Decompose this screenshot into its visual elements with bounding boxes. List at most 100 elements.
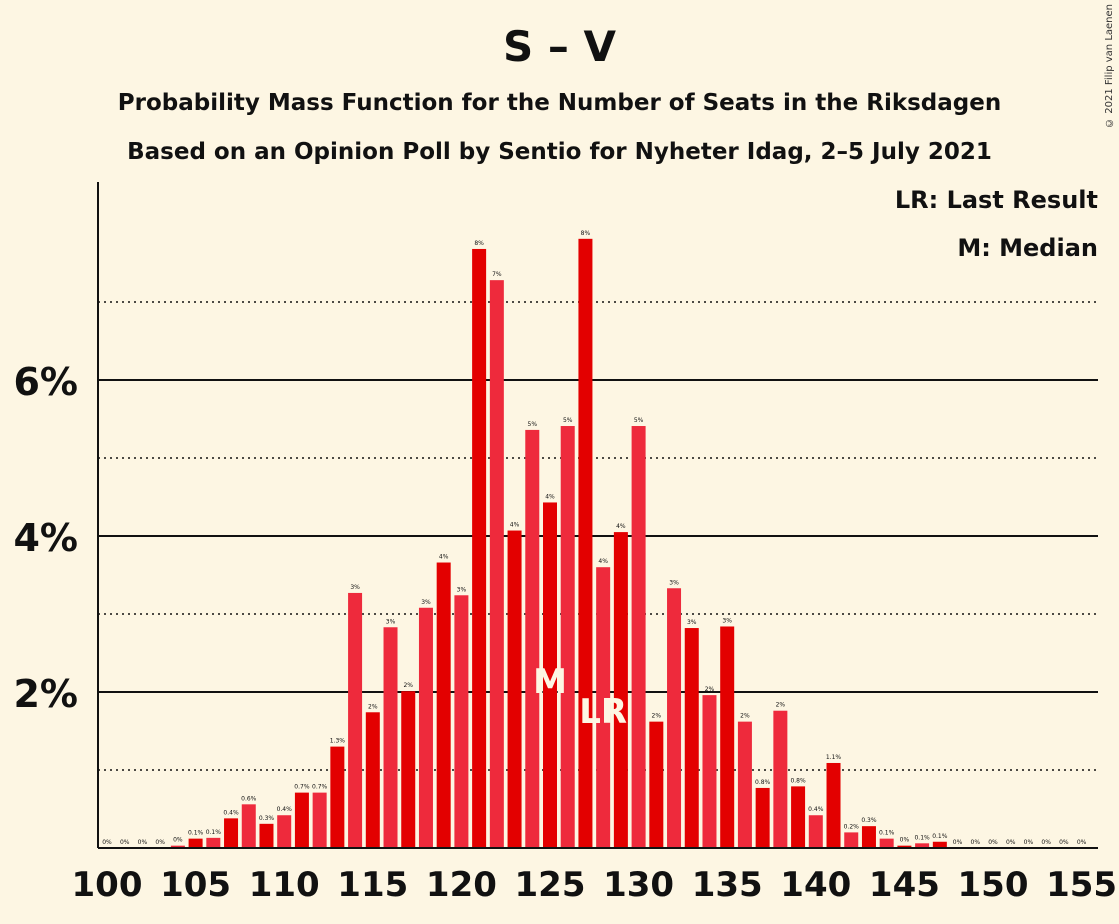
- data-label: 0.3%: [259, 815, 275, 822]
- bar: [897, 845, 912, 848]
- data-label: 7%: [492, 271, 502, 278]
- data-label: 0.1%: [932, 833, 948, 840]
- bar: [330, 746, 345, 848]
- bar: [826, 762, 841, 848]
- data-label: 0%: [138, 839, 148, 846]
- median-marker: M: [533, 662, 567, 702]
- bar: [188, 838, 203, 848]
- bar: [365, 712, 380, 848]
- bar: [596, 567, 611, 848]
- data-label: 3%: [669, 579, 679, 586]
- data-label: 2%: [403, 682, 413, 689]
- bar: [401, 691, 416, 848]
- data-label: 2%: [776, 702, 786, 709]
- y-tick-label: 2%: [13, 672, 78, 716]
- data-label: 4%: [510, 522, 520, 529]
- data-label: 4%: [598, 558, 608, 565]
- data-label: 3%: [457, 586, 467, 593]
- data-label: 0%: [1077, 839, 1087, 846]
- chart-title: S – V: [503, 22, 616, 71]
- data-label: 0.1%: [914, 834, 930, 841]
- bar: [472, 248, 487, 848]
- data-label: 0%: [988, 839, 998, 846]
- y-tick-label: 4%: [13, 516, 78, 560]
- bar: [170, 845, 185, 848]
- data-label: 0%: [1059, 839, 1069, 846]
- bar: [755, 787, 770, 848]
- bar: [507, 530, 522, 848]
- data-label: 0%: [953, 839, 963, 846]
- data-label: 3%: [350, 584, 360, 591]
- x-tick-label: 135: [692, 865, 763, 905]
- x-tick-label: 150: [958, 865, 1029, 905]
- chart-subtitle-2: Based on an Opinion Poll by Sentio for N…: [127, 139, 992, 165]
- bar: [259, 823, 274, 848]
- data-label: 2%: [368, 703, 378, 710]
- bar: [649, 721, 664, 848]
- x-tick-label: 110: [249, 865, 320, 905]
- data-label: 5%: [634, 417, 644, 424]
- bar: [702, 695, 717, 848]
- chart-subtitle-1: Probability Mass Function for the Number…: [117, 90, 1002, 116]
- data-label: 8%: [474, 240, 484, 247]
- x-tick-label: 125: [515, 865, 586, 905]
- bar: [578, 238, 593, 848]
- bar: [312, 792, 327, 848]
- data-label: 4%: [616, 523, 626, 530]
- data-label: 3%: [687, 619, 697, 626]
- x-tick-label: 145: [869, 865, 940, 905]
- data-label: 0.8%: [790, 777, 806, 784]
- x-tick-label: 155: [1046, 865, 1117, 905]
- bar: [525, 429, 540, 848]
- bar: [277, 815, 292, 848]
- data-label: 0%: [155, 839, 165, 846]
- bar: [667, 588, 682, 848]
- data-label: 0.3%: [861, 817, 877, 824]
- data-label: 4%: [545, 493, 555, 500]
- x-tick-label: 130: [603, 865, 674, 905]
- x-tick-label: 100: [72, 865, 143, 905]
- data-label: 0.2%: [844, 823, 860, 830]
- bar: [684, 628, 699, 848]
- x-tick-label: 105: [160, 865, 231, 905]
- data-label: 3%: [722, 617, 732, 624]
- last-result-marker: LR: [579, 692, 627, 732]
- y-tick-label: 6%: [13, 360, 78, 404]
- bar: [861, 826, 876, 848]
- data-label: 0%: [971, 839, 981, 846]
- bar: [631, 426, 646, 848]
- bar: [489, 280, 504, 848]
- data-label: 0.8%: [755, 779, 771, 786]
- bar: [613, 532, 628, 848]
- data-label: 0.4%: [277, 806, 293, 813]
- data-label: 0.7%: [312, 784, 328, 791]
- data-label: 3%: [421, 599, 431, 606]
- data-label: 2%: [705, 686, 715, 693]
- data-label: 0%: [1041, 839, 1051, 846]
- bar: [454, 595, 469, 848]
- data-label: 0%: [900, 837, 910, 844]
- x-tick-label: 120: [426, 865, 497, 905]
- data-label: 0.4%: [223, 809, 239, 816]
- bar: [808, 815, 823, 848]
- bar: [844, 832, 859, 848]
- bar: [560, 426, 575, 848]
- bar: [791, 786, 806, 848]
- data-label: 0%: [1006, 839, 1016, 846]
- data-label: 0%: [120, 839, 130, 846]
- data-label: 0.6%: [241, 795, 257, 802]
- bar: [773, 710, 788, 848]
- bar: [206, 837, 221, 848]
- bar: [879, 838, 894, 848]
- data-label: 2%: [740, 713, 750, 720]
- bar: [720, 626, 735, 848]
- data-label: 5%: [563, 417, 573, 424]
- legend-last-result: LR: Last Result: [894, 186, 1098, 214]
- bar: [241, 804, 256, 848]
- bar: [348, 592, 363, 848]
- x-tick-label: 115: [337, 865, 408, 905]
- data-label: 0%: [173, 837, 183, 844]
- data-label: 8%: [581, 230, 591, 237]
- bar: [543, 502, 557, 848]
